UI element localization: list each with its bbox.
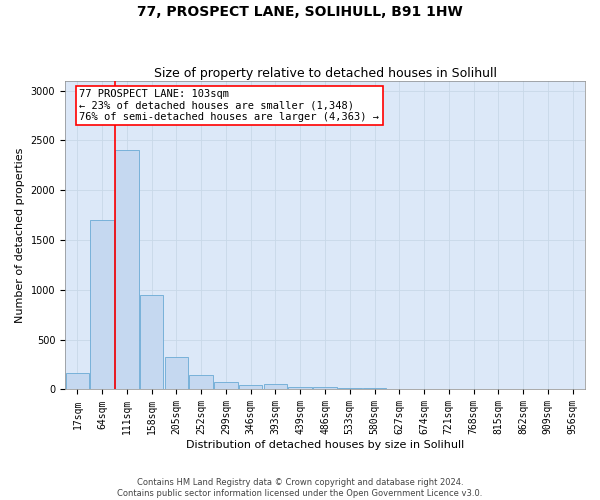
Bar <box>190 374 213 390</box>
Text: 77, PROSPECT LANE, SOLIHULL, B91 1HW: 77, PROSPECT LANE, SOLIHULL, B91 1HW <box>137 5 463 19</box>
Bar <box>115 150 139 390</box>
Bar <box>140 295 163 390</box>
Bar <box>91 220 114 390</box>
Bar <box>289 386 312 390</box>
Bar <box>239 385 262 390</box>
Title: Size of property relative to detached houses in Solihull: Size of property relative to detached ho… <box>154 66 497 80</box>
Bar <box>313 388 337 390</box>
Bar <box>388 388 411 390</box>
Bar <box>338 388 362 390</box>
Bar <box>214 382 238 390</box>
X-axis label: Distribution of detached houses by size in Solihull: Distribution of detached houses by size … <box>186 440 464 450</box>
Text: 77 PROSPECT LANE: 103sqm
← 23% of detached houses are smaller (1,348)
76% of sem: 77 PROSPECT LANE: 103sqm ← 23% of detach… <box>79 88 379 122</box>
Text: Contains HM Land Registry data © Crown copyright and database right 2024.
Contai: Contains HM Land Registry data © Crown c… <box>118 478 482 498</box>
Bar <box>65 372 89 390</box>
Y-axis label: Number of detached properties: Number of detached properties <box>15 148 25 323</box>
Bar <box>164 356 188 390</box>
Bar <box>264 384 287 390</box>
Bar <box>363 388 386 390</box>
